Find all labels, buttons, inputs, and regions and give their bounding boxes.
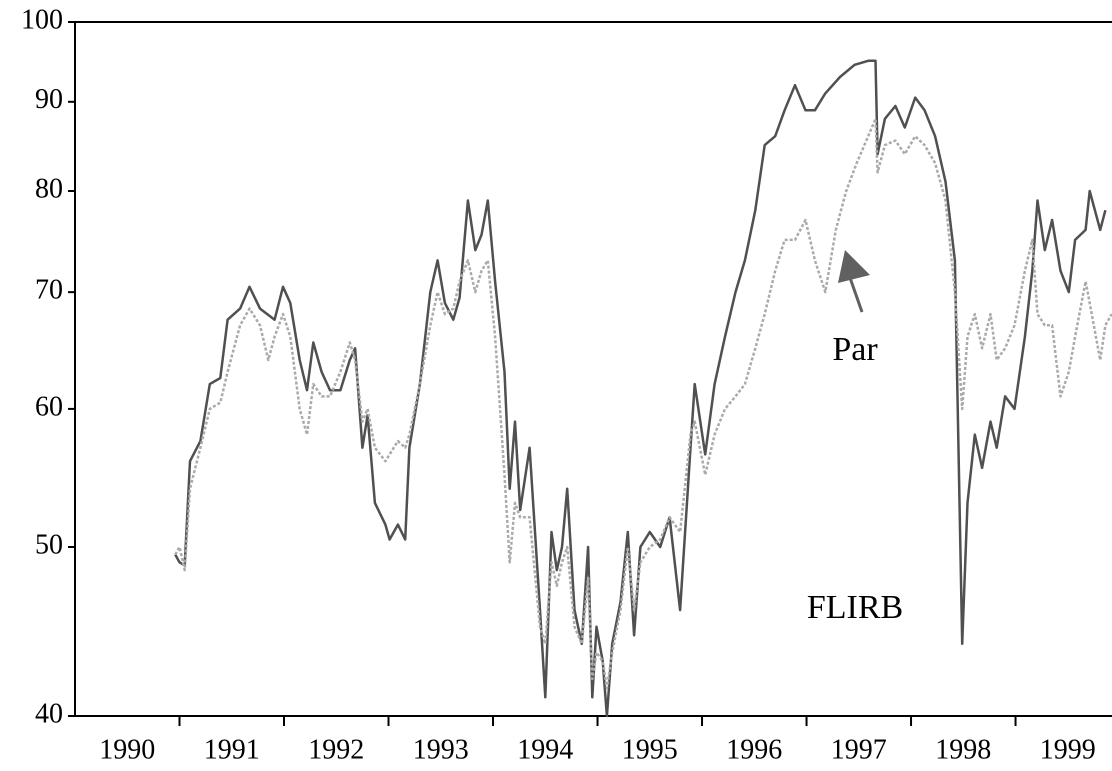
x-tick-label: 1999 <box>1040 734 1096 765</box>
series-annotation: Par <box>832 331 878 368</box>
x-tick-label: 1994 <box>517 734 573 765</box>
y-tick-label: 90 <box>35 84 63 115</box>
series-line <box>174 117 1112 690</box>
x-tick-label: 1997 <box>831 734 887 765</box>
annotation-arrow-head <box>838 250 870 283</box>
x-tick-label: 1998 <box>935 734 991 765</box>
x-tick-label: 1991 <box>204 734 260 765</box>
x-tick-label: 1995 <box>622 734 678 765</box>
y-tick-label: 70 <box>35 275 63 306</box>
x-tick-label: 1992 <box>308 734 364 765</box>
y-tick-label: 40 <box>35 698 63 729</box>
y-tick-label: 60 <box>35 391 63 422</box>
x-tick-label: 1996 <box>726 734 782 765</box>
y-tick-label: 80 <box>35 173 63 204</box>
y-tick-label: 100 <box>21 4 63 35</box>
x-tick-label: 1990 <box>99 734 155 765</box>
annotation-arrow <box>846 271 864 313</box>
y-tick-label: 50 <box>35 529 63 560</box>
series-annotation: FLIRB <box>807 589 903 626</box>
x-tick-label: 1993 <box>413 734 469 765</box>
series-line <box>174 59 1107 718</box>
